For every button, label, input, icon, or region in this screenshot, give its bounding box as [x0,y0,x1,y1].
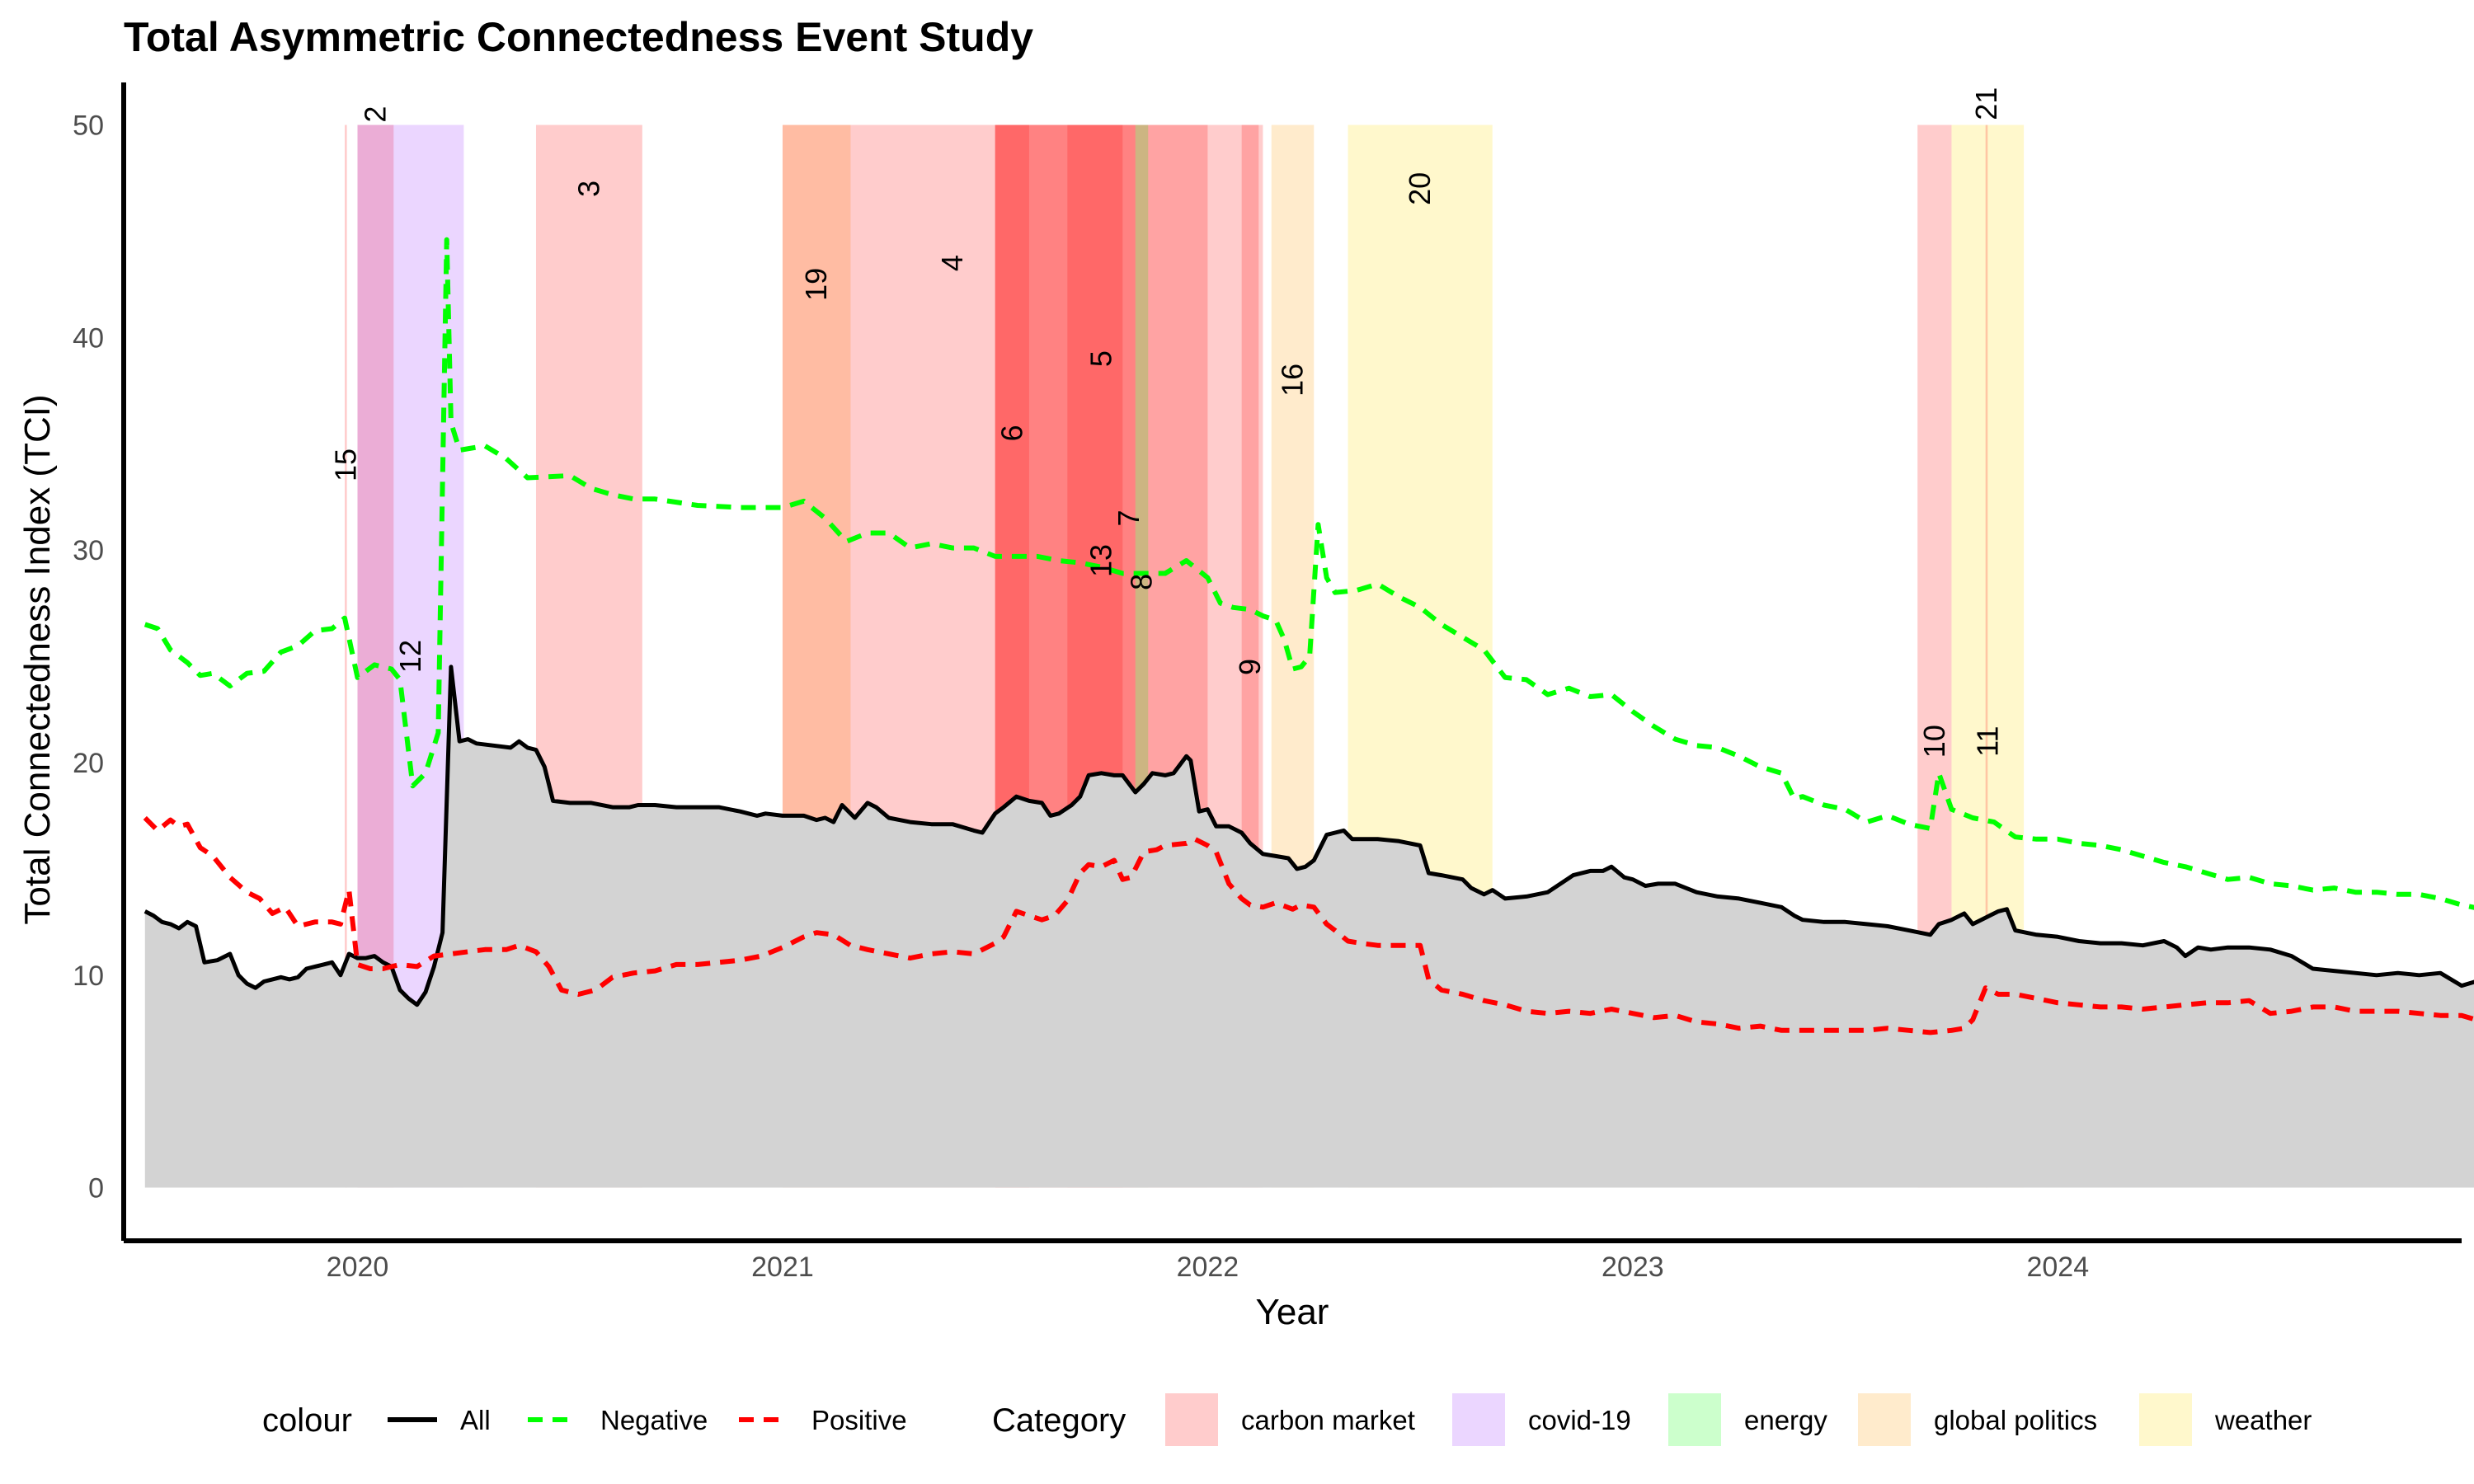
event-label-4: 4 [935,255,969,271]
legend-label-carbon-market: carbon market [1241,1405,1415,1435]
legend-swatch-carbon-market [1165,1393,1218,1446]
axes [121,82,2462,1243]
y-tick-40: 40 [73,322,104,354]
legend-title-category: Category [992,1402,1126,1439]
x-tick-2024: 2024 [2026,1252,2089,1283]
series-line-positive [143,815,2474,1036]
tci-area-fill [144,666,2474,1188]
legend-label-positive: Positive [811,1405,907,1435]
event-label-9: 9 [1233,659,1267,675]
event-label-19: 19 [799,268,833,301]
x-ticks: 2020 2021 2022 2023 2024 [327,1252,2089,1283]
event-label-11: 11 [1970,726,2004,756]
event-label-3: 3 [571,181,605,197]
event-band-21 [1985,124,1988,1188]
x-tick-2023: 2023 [1602,1252,1664,1283]
series-lines [143,237,2474,1036]
legend-label-global-politics: global politics [1934,1405,2097,1435]
y-tick-50: 50 [73,110,104,142]
x-tick-2021: 2021 [751,1252,814,1283]
legend-label-weather: weather [2214,1405,2312,1435]
x-tick-2020: 2020 [327,1252,389,1283]
event-label-12: 12 [393,640,427,673]
x-axis-title: Year [1256,1292,1329,1332]
legend-label-negative: Negative [600,1405,708,1435]
event-label-16: 16 [1276,364,1310,397]
event-label-10: 10 [1917,725,1951,758]
y-tick-20: 20 [73,748,104,779]
event-label-20: 20 [1403,172,1437,205]
legend-label-covid-19: covid-19 [1528,1405,1631,1435]
legend: colour All Negative Positive Category carbon … [262,1393,2312,1446]
event-label-2: 2 [358,106,392,123]
event-label-6: 6 [995,425,1028,441]
event-band-15 [345,124,347,1188]
event-labels: 15 2 12 3 19 4 5 6 7 13 8 9 16 20 10 11 21 [328,87,2004,758]
legend-label-energy: energy [1744,1405,1827,1435]
event-label-15: 15 [328,448,362,481]
legend-title-colour: colour [262,1402,352,1439]
event-label-21: 21 [1969,87,2003,120]
event-label-7: 7 [1112,510,1145,526]
y-tick-0: 0 [88,1173,104,1205]
y-tick-30: 30 [73,535,104,566]
event-label-5: 5 [1084,350,1118,367]
legend-swatch-global-politics [1858,1393,1911,1446]
y-ticks: 0 10 20 30 40 50 [73,110,104,1205]
y-axis-title: Total Connectedness Index (TCI) [17,394,58,924]
tci-area [144,666,2474,1188]
x-tick-2022: 2022 [1177,1252,1239,1283]
legend-swatch-covid-19 [1452,1393,1505,1446]
chart-title: Total Asymmetric Connectedness Event Stu… [124,14,1033,60]
legend-swatch-energy [1668,1393,1721,1446]
event-label-13: 13 [1084,544,1118,577]
y-tick-10: 10 [73,960,104,992]
series-line-negative [143,237,2474,910]
event-label-8: 8 [1125,574,1159,590]
legend-label-all: All [460,1405,491,1435]
legend-swatch-weather [2139,1393,2192,1446]
series-line-all [143,665,2474,1007]
